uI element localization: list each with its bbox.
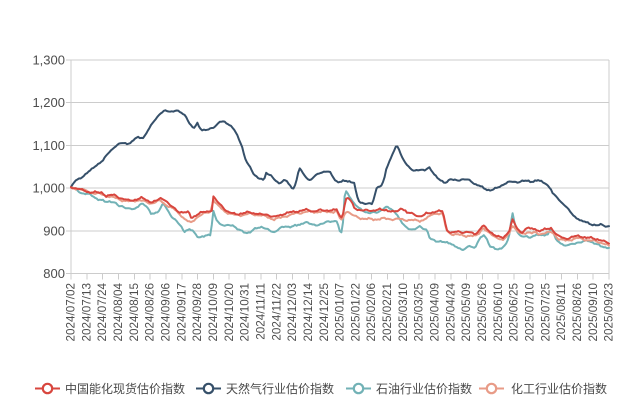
svg-text:2025/06/10: 2025/06/10 bbox=[492, 283, 505, 342]
svg-text:2025/07/25: 2025/07/25 bbox=[539, 283, 552, 342]
svg-text:2024/08/04: 2024/08/04 bbox=[112, 283, 125, 342]
svg-text:2024/11/22: 2024/11/22 bbox=[270, 283, 283, 341]
svg-text:2024/11/11: 2024/11/11 bbox=[255, 283, 268, 340]
svg-text:2025/09/10: 2025/09/10 bbox=[587, 283, 600, 342]
svg-text:2024/10/20: 2024/10/20 bbox=[223, 283, 236, 342]
svg-text:天然气行业估价指数: 天然气行业估价指数 bbox=[226, 381, 334, 396]
svg-text:1,100: 1,100 bbox=[32, 138, 65, 153]
svg-text:2024/09/06: 2024/09/06 bbox=[160, 283, 173, 342]
svg-text:800: 800 bbox=[43, 266, 65, 281]
svg-text:2025/02/21: 2025/02/21 bbox=[381, 283, 394, 342]
svg-text:2024/08/26: 2024/08/26 bbox=[144, 283, 157, 342]
svg-text:2024/10/09: 2024/10/09 bbox=[207, 283, 220, 342]
svg-text:1,300: 1,300 bbox=[32, 53, 65, 68]
svg-text:2024/12/03: 2024/12/03 bbox=[286, 283, 299, 342]
svg-text:2024/12/25: 2024/12/25 bbox=[318, 283, 331, 342]
svg-text:2025/09/23: 2025/09/23 bbox=[603, 283, 616, 342]
svg-text:中国能化现货估价指数: 中国能化现货估价指数 bbox=[65, 381, 185, 396]
svg-text:1,000: 1,000 bbox=[32, 181, 65, 196]
svg-text:2025/02/06: 2025/02/06 bbox=[365, 283, 378, 342]
svg-text:2025/05/26: 2025/05/26 bbox=[476, 283, 489, 342]
svg-text:2025/08/11: 2025/08/11 bbox=[555, 283, 568, 341]
svg-text:1,200: 1,200 bbox=[32, 95, 65, 110]
svg-text:2025/04/24: 2025/04/24 bbox=[444, 283, 457, 342]
svg-text:2024/09/28: 2024/09/28 bbox=[191, 283, 204, 342]
svg-text:2024/07/02: 2024/07/02 bbox=[65, 283, 78, 342]
svg-text:2025/04/09: 2025/04/09 bbox=[429, 283, 442, 342]
svg-text:2024/08/15: 2024/08/15 bbox=[128, 283, 141, 342]
svg-text:石油行业估价指数: 石油行业估价指数 bbox=[376, 381, 472, 396]
svg-text:900: 900 bbox=[43, 223, 65, 238]
svg-text:2025/03/10: 2025/03/10 bbox=[397, 283, 410, 342]
svg-text:2025/01/22: 2025/01/22 bbox=[349, 283, 362, 342]
svg-text:2025/08/26: 2025/08/26 bbox=[571, 283, 584, 342]
svg-text:2024/07/24: 2024/07/24 bbox=[96, 283, 109, 342]
svg-text:化工行业估价指数: 化工行业估价指数 bbox=[511, 381, 607, 396]
svg-text:2024/09/17: 2024/09/17 bbox=[175, 283, 188, 342]
svg-text:2025/06/25: 2025/06/25 bbox=[508, 283, 521, 342]
svg-text:2024/10/31: 2024/10/31 bbox=[239, 283, 252, 342]
svg-text:2024/12/14: 2024/12/14 bbox=[302, 283, 315, 342]
svg-text:2025/05/09: 2025/05/09 bbox=[460, 283, 473, 342]
svg-text:2025/07/10: 2025/07/10 bbox=[524, 283, 537, 342]
svg-text:2025/01/07: 2025/01/07 bbox=[334, 283, 347, 342]
svg-text:2024/07/13: 2024/07/13 bbox=[80, 283, 93, 342]
svg-text:2025/03/25: 2025/03/25 bbox=[413, 283, 426, 342]
